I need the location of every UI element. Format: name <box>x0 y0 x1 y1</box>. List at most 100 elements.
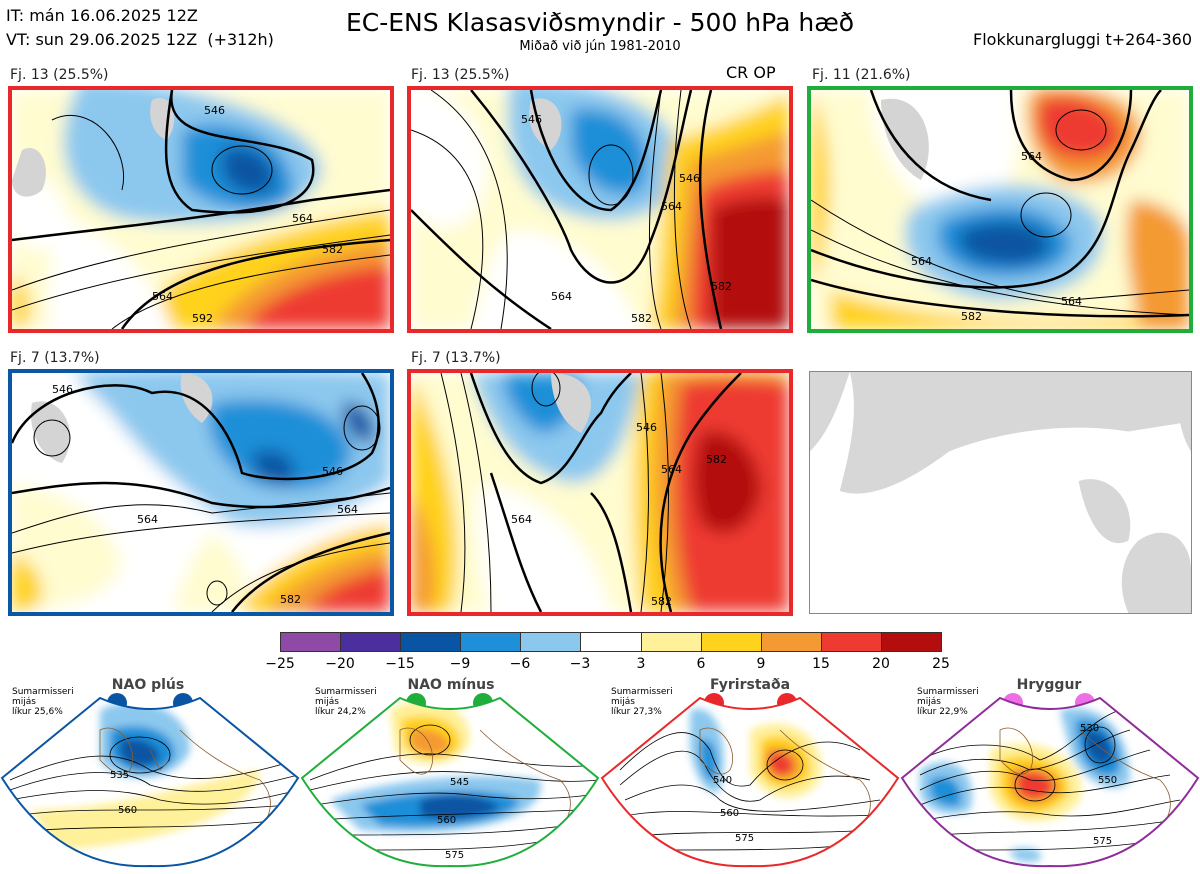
colorbar-tick-4: −9 <box>449 656 471 672</box>
regime-4-label-3: 575 <box>1093 836 1112 847</box>
c3-label-2: 564 <box>911 255 932 268</box>
regime-2-label-3: 575 <box>445 850 464 861</box>
classification-window: Flokkunargluggi t+264-360 <box>973 30 1192 49</box>
colorbar-tick-2: −20 <box>325 656 355 672</box>
c2-label-2: 564 <box>661 200 682 213</box>
c1-label-1: 546 <box>204 104 225 117</box>
regime-4-stats: Sumarmisseri mijás líkur 22,9% <box>917 687 979 717</box>
cluster-5-label: Fj. 7 (13.7%) <box>411 350 501 366</box>
regime-2-stat-2: mijás <box>315 697 339 707</box>
c3-label-4: 564 <box>1061 295 1082 308</box>
cluster-3-map: 564 564 582 564 <box>807 86 1193 333</box>
cluster-4-map: 546 564 546 564 582 <box>8 369 394 616</box>
regime-4-map: 530 550 575 <box>900 690 1200 870</box>
cluster-4-map-drawing: 546 564 546 564 582 <box>12 373 390 612</box>
colorbar-swatch-7 <box>641 633 702 651</box>
colorbar-tick-11: 20 <box>872 656 890 672</box>
colorbar-tick-10: 15 <box>812 656 830 672</box>
c1-label-2: 564 <box>292 212 313 225</box>
regime-1-map-drawing: 535 560 <box>0 696 300 868</box>
regime-2-map-drawing: 545 560 575 <box>300 696 600 868</box>
colorbar-tick-1: −25 <box>265 656 295 672</box>
colorbar-swatch-3 <box>401 633 462 651</box>
colorbar-swatch-2 <box>341 633 402 651</box>
regime-3-map: 540 560 575 <box>600 690 900 870</box>
header-times: IT: mán 16.06.2025 12Z VT: sun 29.06.2025… <box>6 4 274 52</box>
colorbar-swatch-8 <box>701 633 762 651</box>
c2-label-6: 582 <box>631 312 652 325</box>
regime-3-stats: Sumarmisseri mijás líkur 27,3% <box>611 687 673 717</box>
c2-label-3: 582 <box>711 280 732 293</box>
regime-4-stat-1: Sumarmisseri <box>917 687 979 697</box>
regime-4-frame <box>900 696 1200 868</box>
c4-label-4: 564 <box>337 503 358 516</box>
colorbar-swatch-6 <box>581 633 642 651</box>
colorbar-tick-7: 3 <box>636 656 646 672</box>
c4-label-5: 582 <box>280 593 301 606</box>
colorbar-swatch-11 <box>881 633 942 651</box>
colorbar-tick-5: −6 <box>509 656 531 672</box>
cluster-1-map: 546 564 582 564 592 <box>8 86 394 333</box>
colorbar-swatch-10 <box>821 633 882 651</box>
page-subtitle: Miðað við jún 1981-2010 <box>519 39 681 54</box>
cluster-2-control-flags: CR OP <box>726 63 776 82</box>
cluster-5-map-drawing: 546 564 582 564 582 <box>411 373 789 612</box>
regime-2-title: NAO mínus <box>407 677 495 693</box>
regime-2-label-1: 545 <box>450 777 469 788</box>
regime-3-stat-3: líkur 27,3% <box>611 707 662 717</box>
c2-label-1: 546 <box>679 172 700 185</box>
valid-time: VT: sun 29.06.2025 12Z (+312h) <box>6 30 274 49</box>
cluster-2-label: Fj. 13 (25.5%) <box>411 67 510 83</box>
regime-4-title: Hryggur <box>1016 677 1082 693</box>
regime-1-label-2: 560 <box>118 805 137 816</box>
regime-1-title: NAO plús <box>111 677 185 693</box>
regime-4-stat-2: mijás <box>917 697 941 707</box>
blank-map-drawing <box>810 372 1191 613</box>
regime-2-stat-1: Sumarmisseri <box>315 687 377 697</box>
regime-1-map: 535 560 <box>0 690 300 870</box>
c4-label-1: 546 <box>52 383 73 396</box>
colorbar-swatch-9 <box>761 633 822 651</box>
regime-1-stat-2: mijás <box>12 697 36 707</box>
blank-map <box>809 371 1192 614</box>
c5-label-2: 564 <box>661 463 682 476</box>
c5-label-4: 564 <box>511 513 532 526</box>
colorbar-swatch-4 <box>461 633 522 651</box>
regime-4-map-drawing: 530 550 575 <box>900 696 1200 868</box>
regime-3-stat-1: Sumarmisseri <box>611 687 673 697</box>
regime-3-frame <box>600 696 900 868</box>
c2-label-5: 564 <box>551 290 572 303</box>
regime-2-stats: Sumarmisseri mijás líkur 24,2% <box>315 687 377 717</box>
colorbar <box>280 632 942 652</box>
cluster-5-map: 546 564 582 564 582 <box>407 369 793 616</box>
c1-label-3: 582 <box>322 243 343 256</box>
cluster-4-label: Fj. 7 (13.7%) <box>10 350 100 366</box>
regime-3-title: Fyrirstaða <box>709 677 791 693</box>
regime-2-label-2: 560 <box>437 815 456 826</box>
regime-3-map-drawing: 540 560 575 <box>600 696 900 868</box>
c5-label-5: 582 <box>651 595 672 608</box>
cluster-2-map-drawing: 546 564 582 546 564 582 <box>411 90 789 329</box>
colorbar-tick-8: 6 <box>696 656 706 672</box>
page-title: EC-ENS Klasasviðsmyndir - 500 hPa hæð <box>345 8 855 37</box>
regime-2-frame <box>300 696 600 868</box>
cluster-1-map-drawing: 546 564 582 564 592 <box>12 90 390 329</box>
regime-4-label-1: 530 <box>1080 723 1099 734</box>
regime-3-label-3: 575 <box>735 833 754 844</box>
c5-label-3: 582 <box>706 453 727 466</box>
colorbar-tick-3: −15 <box>385 656 415 672</box>
c4-label-2: 564 <box>137 513 158 526</box>
c1-label-4: 564 <box>152 290 173 303</box>
regime-1-stats: Sumarmisseri mijás líkur 25,6% <box>12 687 74 717</box>
regime-4-stat-3: líkur 22,9% <box>917 707 968 717</box>
c3-label-1: 564 <box>1021 150 1042 163</box>
c2-label-4: 546 <box>521 113 542 126</box>
colorbar-swatch-1 <box>281 633 342 651</box>
c4-label-3: 546 <box>322 465 343 478</box>
regime-3-label-1: 540 <box>713 775 732 786</box>
colorbar-tick-12: 25 <box>932 656 950 672</box>
regime-1-label-1: 535 <box>110 770 129 781</box>
regime-1-stat-1: Sumarmisseri <box>12 687 74 697</box>
cluster-2-map: 546 564 582 546 564 582 <box>407 86 793 333</box>
cluster-3-map-drawing: 564 564 582 564 <box>811 90 1189 329</box>
